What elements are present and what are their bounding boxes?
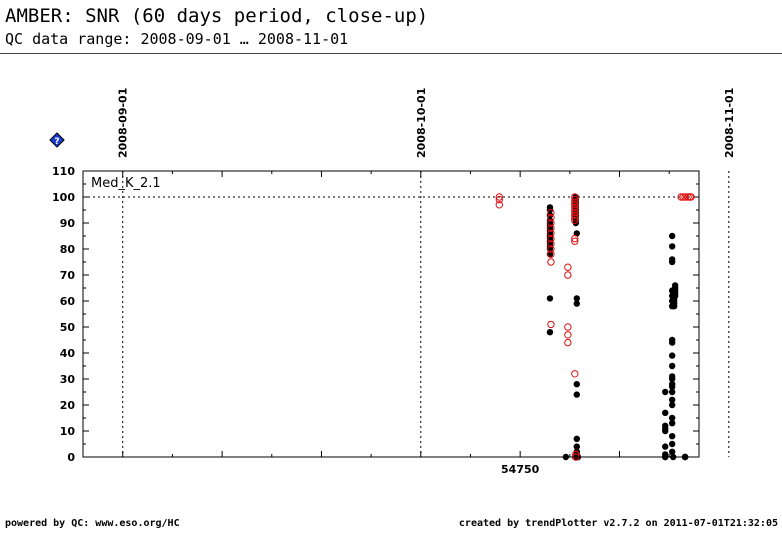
data-point-open <box>547 224 555 232</box>
y-tick-label: 10 <box>60 425 76 438</box>
data-point-filled <box>573 443 580 450</box>
data-point-filled <box>668 420 676 427</box>
data-point-open <box>547 320 555 329</box>
data-point-filled <box>668 339 676 346</box>
plot-layer: 0 10 20 30 40 50 60 70 80 90 100 110 54750 2008-09-01… <box>52 88 736 476</box>
data-point-open <box>571 234 579 243</box>
data-point-open <box>547 245 555 253</box>
panel-label: Med_K_2.1 <box>91 176 161 191</box>
data-point-filled <box>671 292 679 299</box>
data-point-open <box>547 240 555 248</box>
data-point-filled <box>668 440 676 448</box>
plot-frame <box>82 170 700 458</box>
data-point-open <box>564 338 572 347</box>
y-tick-label: 80 <box>60 243 76 256</box>
data-point-open <box>547 214 555 222</box>
data-point-filled <box>662 427 669 435</box>
data-point-open <box>547 208 555 217</box>
data-point-filled <box>668 414 676 422</box>
data-point-open <box>687 193 695 201</box>
data-point-open <box>677 193 685 201</box>
date-marker-label: 2008-09-01 <box>117 88 130 158</box>
y-tick-label: 60 <box>60 295 76 308</box>
data-range-subtitle: QC data range: 2008-09-01 … 2008-11-01 <box>5 30 349 48</box>
data-point-filled <box>573 391 580 398</box>
chart-title: AMBER: SNR (60 days period, close-up) <box>5 5 429 27</box>
data-point-open <box>547 234 555 243</box>
data-point-open <box>571 211 579 219</box>
data-point-open <box>571 198 579 206</box>
data-point-open <box>571 203 579 212</box>
y-tick-label: 70 <box>60 269 76 282</box>
data-point-filled <box>573 295 580 302</box>
data-point-filled <box>668 401 676 409</box>
date-marker-label: 2008-10-01 <box>415 88 428 158</box>
data-point-open <box>547 250 555 258</box>
help-icon-label[interactable]: ? <box>54 137 59 147</box>
data-point-open <box>571 195 579 204</box>
data-point-open <box>547 258 555 266</box>
date-marker-label: 2008-11-01 <box>723 88 736 158</box>
data-point-open <box>679 193 687 201</box>
y-tick-label: 50 <box>60 321 76 334</box>
y-tick-label: 90 <box>60 217 76 230</box>
data-point-filled <box>573 381 580 388</box>
data-point-open <box>571 216 579 225</box>
footer-powered-by: powered by QC: www.eso.org/HC <box>5 518 180 529</box>
data-point-filled <box>573 435 580 442</box>
y-tick-label: 110 <box>52 165 75 178</box>
data-point-open <box>572 450 580 459</box>
data-point-open <box>571 201 579 209</box>
data-point-open <box>564 263 572 271</box>
data-point-filled <box>668 388 676 396</box>
data-point-open <box>564 271 572 279</box>
data-point-open <box>547 219 555 227</box>
data-point-filled <box>546 295 554 302</box>
data-point-open <box>684 193 692 201</box>
data-point-filled <box>668 375 676 383</box>
data-point-filled <box>662 388 669 396</box>
data-point-filled <box>668 362 676 370</box>
data-point-filled <box>662 409 669 416</box>
data-point-open <box>571 214 579 222</box>
data-point-open <box>571 193 579 201</box>
data-point-filled <box>573 300 580 307</box>
data-point-filled <box>662 443 669 450</box>
data-point-filled <box>668 383 676 390</box>
data-point-open <box>495 195 503 204</box>
y-tick-label: 0 <box>67 451 75 464</box>
data-point-open <box>547 229 555 238</box>
data-point-filled <box>668 258 676 266</box>
data-point-filled <box>668 448 676 455</box>
data-point-open <box>571 208 579 217</box>
snr-scatter-chart: ? 0 10 20 30 40 50 60 70 80 90 100 110 54750 2008-09-… <box>49 88 736 476</box>
data-point-open <box>564 331 572 339</box>
data-point-open <box>495 193 503 201</box>
data-point-filled <box>668 243 676 250</box>
help-icon[interactable] <box>49 132 65 148</box>
y-tick-label: 30 <box>60 373 76 386</box>
help-icon-group[interactable]: ? <box>49 132 65 148</box>
data-point-open <box>564 323 572 331</box>
y-tick-label: 100 <box>52 191 75 204</box>
data-point-filled <box>668 232 676 240</box>
data-point-open <box>571 206 579 214</box>
data-point-filled <box>670 303 678 310</box>
data-point-open <box>571 370 579 378</box>
header-divider <box>0 53 782 54</box>
data-point-filled <box>546 329 554 336</box>
data-point-filled <box>668 433 676 440</box>
y-tick-label: 40 <box>60 347 76 360</box>
x-tick-label: 54750 <box>501 463 540 476</box>
data-point-open <box>571 237 579 245</box>
y-tick-label: 20 <box>60 399 76 412</box>
footer-created-by: created by trendPlotter v2.7.2 on 2011-0… <box>458 518 778 529</box>
data-point-open <box>495 201 503 209</box>
data-point-filled <box>668 352 676 359</box>
data-point-filled <box>668 396 676 403</box>
